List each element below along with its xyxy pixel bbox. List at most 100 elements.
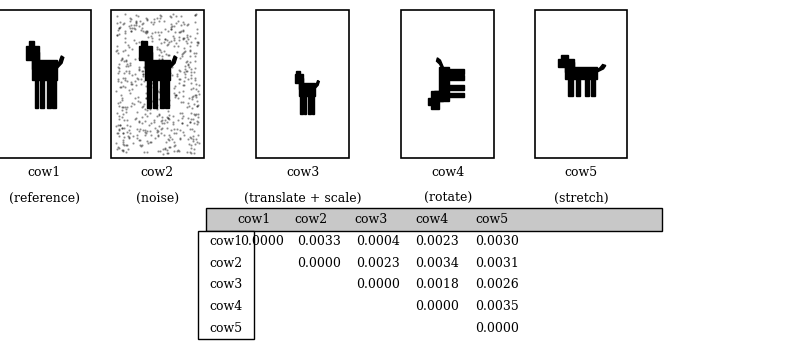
Point [132,23,145,28]
Point [185,143,198,148]
Point [113,66,126,71]
Point [119,11,132,17]
Point [141,50,154,56]
Point [132,98,144,104]
Point [177,89,190,94]
Point [169,83,182,88]
Point [123,68,136,73]
Point [146,31,159,36]
Point [148,16,161,22]
Point [177,27,190,33]
Point [179,74,192,80]
Point [114,122,127,128]
Point [132,39,145,45]
Point [162,88,175,94]
Point [144,106,157,112]
Point [135,27,148,33]
Point [144,120,157,126]
Point [138,111,151,117]
Point [163,144,176,150]
Point [174,127,186,133]
Point [124,63,137,68]
Point [115,126,128,131]
Point [183,149,196,155]
Point [123,15,136,21]
Point [148,95,161,100]
Point [186,127,199,132]
Point [156,118,169,123]
Point [139,132,152,138]
Point [155,13,168,19]
Point [191,132,204,138]
Point [172,18,185,23]
Point [137,57,150,63]
Point [191,114,204,120]
Point [123,131,136,136]
Point [170,41,183,46]
Point [189,12,202,18]
Point [156,95,169,101]
Polygon shape [40,80,44,108]
Point [111,100,124,106]
Point [142,54,155,60]
Point [135,77,148,82]
Point [119,39,132,45]
Point [177,36,190,42]
Point [144,62,157,68]
Polygon shape [35,80,38,108]
Point [161,119,174,125]
Point [187,69,200,74]
Point [164,59,177,64]
Point [171,73,184,79]
Point [171,149,184,154]
Point [165,26,178,31]
Point [165,59,178,64]
Point [184,66,197,72]
Point [111,146,123,152]
Point [189,76,202,81]
Point [153,87,166,92]
Polygon shape [565,62,575,72]
Polygon shape [312,96,314,114]
Point [184,48,197,54]
Point [127,140,140,145]
Point [176,129,189,134]
Point [132,13,144,19]
Point [154,47,167,52]
Polygon shape [432,91,439,109]
Point [145,35,158,40]
Point [162,103,175,108]
Point [148,74,161,79]
Point [155,54,168,59]
Point [184,145,197,151]
Point [182,76,194,82]
Point [182,62,194,68]
Point [151,46,164,52]
Point [181,58,194,63]
Point [163,13,176,19]
Point [167,119,180,125]
Polygon shape [153,80,157,108]
Point [165,22,178,27]
Point [151,106,164,112]
Point [115,96,128,101]
Point [184,59,197,64]
Point [132,137,145,143]
Point [146,80,159,86]
Point [153,111,165,117]
Point [128,96,141,101]
Point [145,132,158,138]
Point [150,113,163,119]
Point [175,54,188,59]
Point [110,88,123,94]
Text: (stretch): (stretch) [554,192,608,205]
Point [190,139,203,145]
Point [136,25,148,31]
Point [162,52,175,58]
Point [190,50,203,56]
Point [129,79,142,84]
Point [178,45,190,50]
Point [168,23,181,28]
Point [119,106,132,111]
Point [167,34,180,39]
